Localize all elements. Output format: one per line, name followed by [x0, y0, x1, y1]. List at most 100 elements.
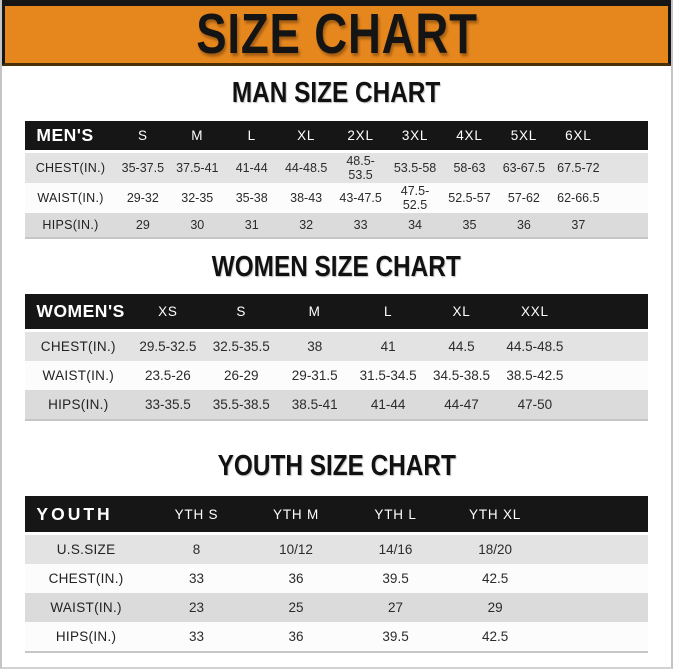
column-header: M — [278, 294, 352, 332]
value-cell: 35 — [442, 213, 497, 239]
filler-cell — [544, 622, 648, 653]
filler-cell — [605, 121, 648, 153]
value-cell: 44-47 — [424, 390, 499, 421]
value-cell: 33 — [333, 213, 388, 239]
filler-cell — [605, 213, 648, 239]
title-banner: SIZE CHART — [2, 0, 671, 66]
value-cell: 39.5 — [345, 622, 446, 653]
value-cell: 37.5-41 — [176, 161, 219, 175]
filler-cell — [606, 183, 648, 213]
value-cell: 30 — [170, 213, 225, 239]
column-header: S — [204, 294, 278, 332]
heading-text: YOUTH SIZE CHART — [217, 450, 456, 482]
value-cell: 39.5 — [382, 571, 409, 586]
man-size-chart-heading: MAN SIZE CHART — [2, 78, 671, 110]
value-cell: 42.5 — [445, 622, 545, 653]
value-cell: 47.5-52.5 — [400, 184, 430, 212]
row-label: U.S.SIZE — [56, 542, 116, 557]
column-header: L — [224, 121, 279, 153]
column-header: S — [115, 121, 171, 153]
value-cell: 29 — [115, 213, 171, 239]
value-cell: 23.5-26 — [144, 368, 191, 383]
filler-cell — [606, 152, 648, 184]
youth-size-chart-section: YOUTH SIZE CHART YOUTH YTH S YTH M YTH L YTH … — [2, 451, 671, 653]
filler-cell — [571, 294, 648, 332]
table-row: CHEST(IN.) 33 36 39.5 42.5 — [25, 564, 648, 593]
value-cell: 29-31.5 — [291, 368, 338, 383]
value-cell: 36 — [496, 213, 552, 239]
filler-cell — [545, 593, 648, 622]
column-header: 2XL — [333, 121, 388, 153]
value-cell: 8 — [192, 542, 201, 557]
row-label: HIPS(IN.) — [25, 213, 116, 239]
row-label: WAIST(IN.) — [50, 600, 122, 615]
table-row: HIPS(IN.) 33-35.5 35.5-38.5 38.5-41 41-44 44-… — [25, 390, 648, 421]
women-size-chart-heading: WOMEN SIZE CHART — [2, 252, 671, 284]
page-title: SIZE CHART — [195, 2, 478, 66]
column-header: L — [351, 294, 425, 332]
value-cell: 58-63 — [453, 161, 486, 175]
value-cell: 52.5-57 — [448, 191, 491, 205]
column-header: YTH XL — [445, 496, 545, 535]
header-row: MEN'S S M L XL 2XL 3XL 4XL 5XL 6XL — [25, 121, 648, 153]
value-cell: 38.5-42.5 — [506, 368, 564, 383]
value-cell: 53.5-58 — [393, 161, 437, 175]
value-cell: 41 — [380, 339, 396, 354]
value-cell: 33 — [146, 622, 247, 653]
row-label: WAIST(IN.) — [37, 191, 104, 205]
table-row: HIPS(IN.) 29 30 31 32 33 34 35 36 37 — [25, 213, 648, 239]
row-label: CHEST(IN.) — [35, 161, 106, 175]
column-header: XXL — [498, 294, 572, 332]
value-cell: 25 — [288, 600, 304, 615]
value-cell: 43-47.5 — [339, 191, 382, 205]
table-row: WAIST(IN.) 29-32 32-35 35-38 38-43 43-47.5 47.… — [25, 183, 648, 213]
column-header: 6XL — [551, 121, 606, 153]
value-cell: 47-50 — [498, 390, 572, 421]
value-cell: 18/20 — [478, 542, 512, 557]
value-cell: 38-43 — [290, 191, 323, 205]
table-row: U.S.SIZE 8 10/12 14/16 18/20 — [25, 533, 648, 564]
value-cell: 14/16 — [378, 542, 413, 557]
value-cell: 35-37.5 — [121, 161, 165, 175]
table-row: CHEST(IN.) 35-37.5 37.5-41 41-44 44-48.5 48.5… — [25, 151, 648, 184]
filler-cell — [544, 496, 648, 535]
table-row: HIPS(IN.) 33 36 39.5 42.5 — [25, 622, 648, 653]
value-cell: 35-38 — [235, 191, 268, 205]
table-title: YOUTH — [25, 496, 147, 535]
value-cell: 32.5-35.5 — [212, 339, 270, 354]
size-chart-sections: MAN SIZE CHART MEN'S S M L XL 2XL 3XL 4XL 5XL 6XL C… — [2, 78, 671, 653]
row-label: WAIST(IN.) — [42, 368, 115, 383]
value-cell: 36 — [288, 571, 304, 586]
filler-cell — [572, 331, 648, 362]
value-cell: 44.5-48.5 — [506, 339, 564, 354]
value-cell: 44-48.5 — [284, 161, 328, 175]
column-header: 5XL — [496, 121, 552, 153]
filler-cell — [545, 564, 648, 593]
row-label: HIPS(IN.) — [25, 622, 147, 653]
filler-cell — [572, 361, 648, 390]
column-header: XL — [278, 121, 334, 153]
heading-text: MAN SIZE CHART — [232, 77, 441, 109]
row-label: CHEST(IN.) — [48, 571, 124, 586]
column-header: 4XL — [442, 121, 497, 153]
column-header: XS — [131, 294, 205, 332]
table-title: MEN'S — [25, 121, 116, 153]
column-header: YTH L — [345, 496, 446, 535]
value-cell: 48.5-53.5 — [346, 154, 375, 182]
value-cell: 31 — [224, 213, 279, 239]
column-header: YTH S — [146, 496, 247, 535]
value-cell: 42.5 — [481, 571, 509, 586]
man-size-chart-section: MAN SIZE CHART MEN'S S M L XL 2XL 3XL 4XL 5XL 6XL C… — [2, 78, 671, 239]
table-row: CHEST(IN.) 29.5-32.5 32.5-35.5 38 41 44.5 44.5… — [25, 330, 648, 362]
value-cell: 38.5-41 — [278, 390, 352, 421]
value-cell: 37 — [551, 213, 606, 239]
value-cell: 31.5-34.5 — [359, 368, 417, 383]
value-cell: 41-44 — [235, 161, 268, 175]
filler-cell — [571, 390, 648, 421]
value-cell: 32 — [278, 213, 334, 239]
value-cell: 33-35.5 — [131, 390, 205, 421]
value-cell: 34.5-38.5 — [432, 368, 491, 383]
row-label: HIPS(IN.) — [25, 390, 132, 421]
value-cell: 32-35 — [181, 191, 214, 205]
